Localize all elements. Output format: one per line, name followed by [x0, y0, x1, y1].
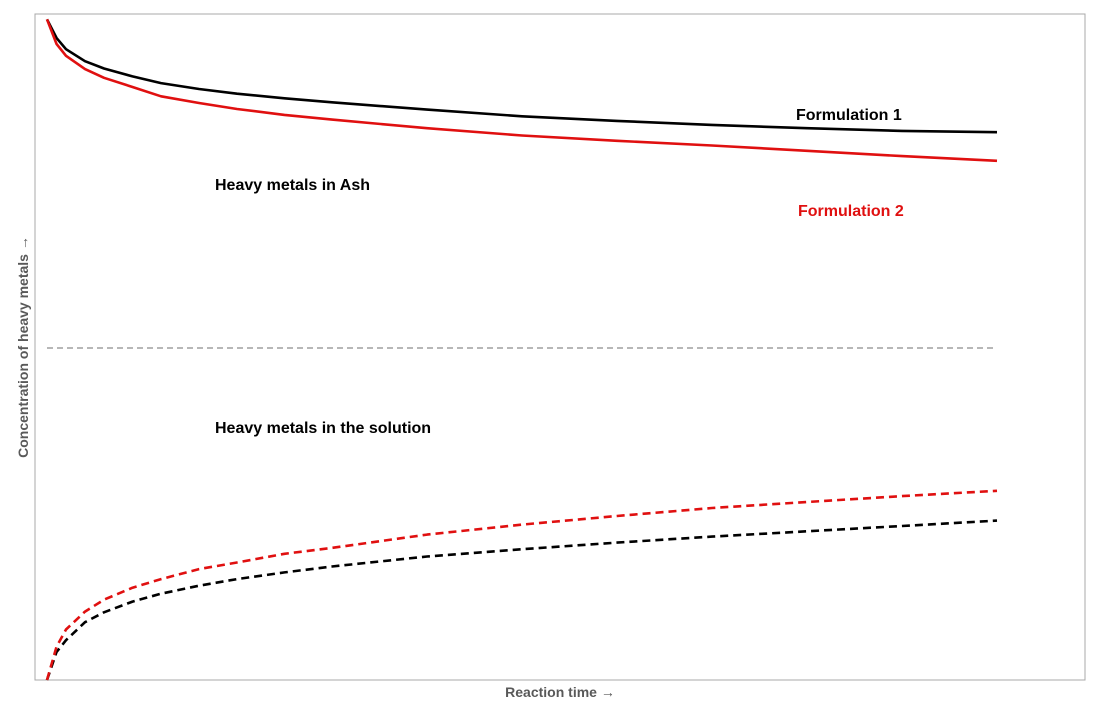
annotation-formulation-2: Formulation 2	[798, 203, 904, 220]
series-line-solution-formulation-1	[45, 519, 998, 681]
annotation-ash-region: Heavy metals in Ash	[215, 177, 370, 194]
series-line-ash-formulation-2	[45, 18, 998, 163]
series-line-ash-formulation-1	[45, 18, 998, 134]
annotation-formulation-1: Formulation 1	[796, 107, 902, 124]
x-axis-label: Reaction time →	[505, 684, 615, 700]
plot-frame	[34, 13, 1086, 681]
series-layer	[45, 18, 998, 681]
y-axis-label: Concentration of heavy metals →	[15, 236, 31, 458]
series-line-solution-formulation-2	[45, 489, 998, 681]
annotation-solution-region: Heavy metals in the solution	[215, 420, 431, 437]
